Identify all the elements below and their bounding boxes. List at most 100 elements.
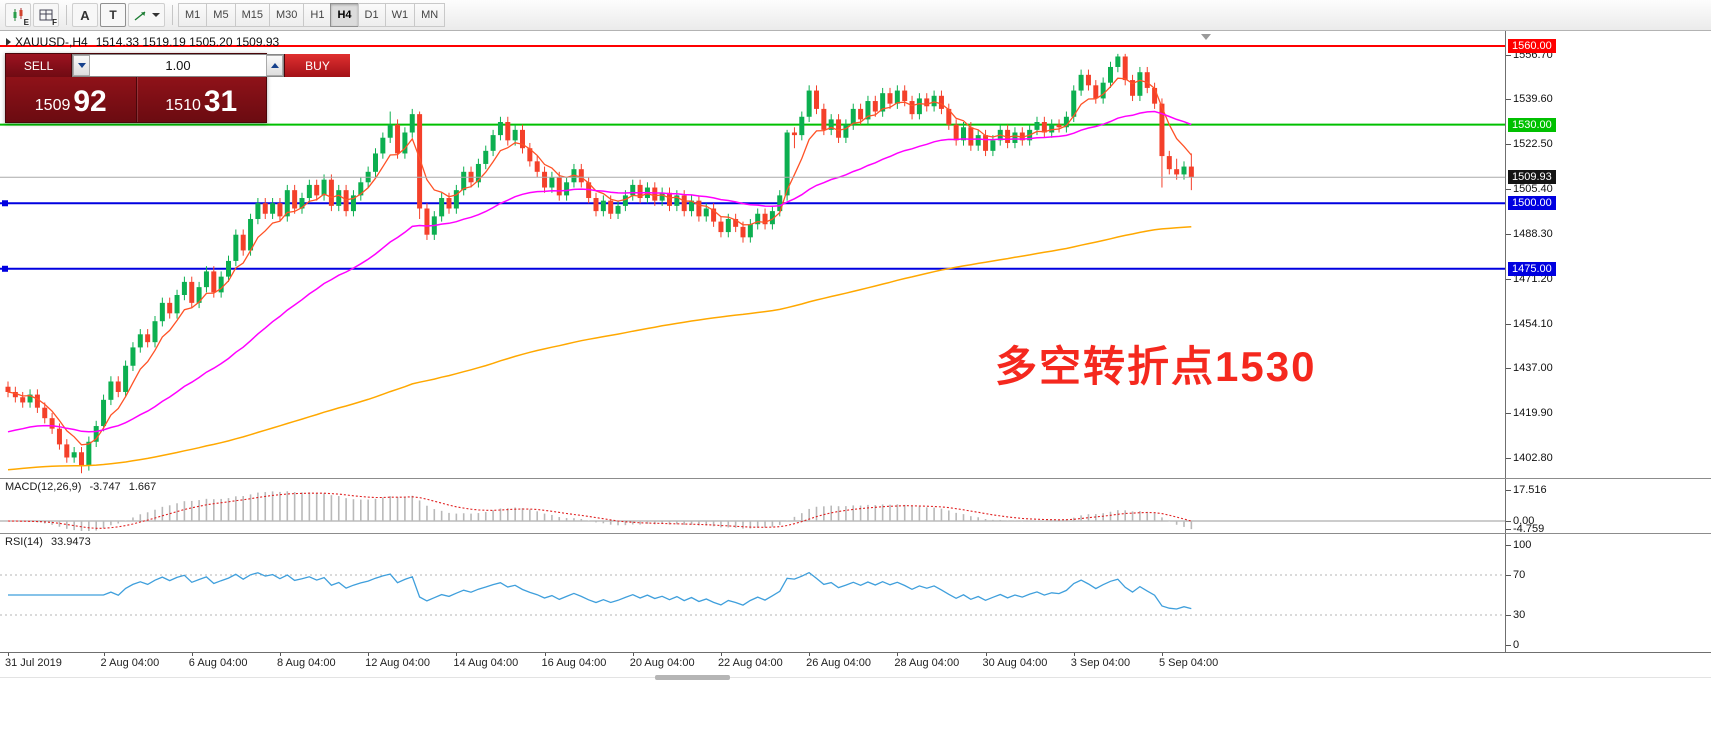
date-axis-label: 20 Aug 04:00 [629, 657, 695, 669]
panel-separator[interactable] [0, 478, 1711, 479]
collapse-arrow-icon[interactable] [6, 38, 11, 46]
timeframe-button-mn[interactable]: MN [414, 3, 446, 27]
rsi-axis-label: 70 [1513, 569, 1526, 581]
axis-tick-mark [1506, 575, 1511, 576]
date-axis-label: 14 Aug 04:00 [453, 657, 519, 669]
rsi-axis-label: 100 [1513, 539, 1532, 551]
price-axis-badge[interactable]: 1500.00 [1508, 196, 1556, 211]
expert-chart-button[interactable]: E [5, 3, 31, 27]
timeframe-button-h4[interactable]: H4 [330, 3, 359, 27]
buy-button[interactable]: BUY [284, 54, 350, 77]
trendline-icon [134, 10, 146, 21]
macd-signal-value: 1.667 [128, 481, 157, 493]
moving-averages-layer [7, 77, 1192, 471]
toolbar-separator [66, 5, 67, 25]
macd-axis-label: -4.759 [1513, 523, 1545, 536]
volume-input[interactable] [90, 55, 266, 76]
date-tick-mark [720, 653, 722, 656]
axis-tick-mark [1506, 529, 1511, 531]
timeframe-button-w1[interactable]: W1 [384, 3, 416, 27]
draw-tools-button[interactable] [128, 3, 165, 27]
toolbar-separator [172, 5, 173, 25]
date-axis-label: 3 Sep 04:00 [1070, 657, 1131, 669]
rsi-panel[interactable]: RSI(14) 33.9473 [0, 534, 1505, 652]
rsi-axis-label: 30 [1513, 609, 1526, 621]
volume-box [72, 54, 284, 77]
date-axis-label: 6 Aug 04:00 [188, 657, 248, 669]
volume-increase-button[interactable] [266, 55, 283, 76]
buy-price-pips: 31 [203, 85, 238, 118]
main-chart-panel[interactable]: XAUUSD-,H4 1514.33 1519.19 1505.20 1509.… [0, 31, 1505, 478]
line-handle[interactable] [2, 200, 8, 207]
date-tick-mark [191, 653, 193, 656]
date-tick-mark [456, 653, 458, 656]
timeframe-button-m15[interactable]: M15 [234, 3, 270, 27]
axis-tick-mark [1506, 458, 1511, 460]
price-axis-label: 1454.10 [1513, 317, 1553, 330]
toolbar: E F A T M1 M5 M15 M30 H1 H4 D1 W1 MN [0, 0, 1711, 31]
axis-tick-mark [1506, 615, 1511, 616]
axis-tick-mark [1506, 189, 1511, 191]
date-axis[interactable]: 31 Jul 2019 2 Aug 04:00 6 Aug 04:00 8 Aug 0… [0, 652, 1711, 671]
price-axis-badge[interactable]: 1475.00 [1508, 261, 1556, 276]
horizontal-scrollbar-thumb[interactable] [655, 675, 730, 680]
price-divider [135, 77, 137, 122]
date-axis-label: 12 Aug 04:00 [365, 657, 430, 669]
date-tick-mark [368, 653, 370, 656]
macd-axis-label: 0.00 [1513, 515, 1535, 527]
price-axis-label: 1505.40 [1513, 183, 1553, 196]
timeframe-button-m30[interactable]: M30 [268, 3, 305, 27]
axis-tick-mark [1506, 545, 1511, 546]
autoscroll-marker-icon[interactable] [1201, 34, 1211, 40]
price-axis-badge[interactable]: 1530.00 [1508, 117, 1556, 132]
candles-layer [5, 53, 1194, 474]
buy-price-main: 1510 [165, 97, 201, 114]
cursor-tool-button[interactable]: A [72, 3, 98, 27]
chevron-down-icon [152, 13, 160, 17]
rsi-canvas [0, 571, 1505, 616]
line-handle[interactable] [2, 265, 8, 272]
sell-price[interactable]: 1509 92 [6, 77, 136, 122]
buy-price[interactable]: 1510 31 [137, 77, 267, 122]
icon-sub-label: E [23, 18, 29, 27]
axis-tick-mark [1506, 489, 1511, 491]
axis-tick-mark [1506, 368, 1511, 370]
symbol-label: XAUUSD-,H4 [15, 35, 88, 49]
date-tick-mark [103, 653, 105, 656]
date-tick-mark [1161, 653, 1163, 656]
price-axis-badge[interactable]: 1560.00 [1508, 39, 1556, 53]
price-axis[interactable]: 1556.70 1539.60 1522.50 1505.40 1488.30 1471.… [1505, 31, 1711, 652]
horizontal-scrollbar-track[interactable] [0, 677, 1711, 678]
axis-tick-mark [1506, 54, 1511, 56]
date-tick-mark [544, 653, 546, 656]
one-click-trade-panel: SELL BUY 1509 92 1510 31 [5, 53, 350, 123]
arrow-down-icon [77, 63, 86, 68]
timeframe-button-h1[interactable]: H1 [303, 3, 332, 27]
macd-label: MACD(12,26,9) [5, 481, 82, 493]
rsi-axis-label: 0 [1513, 639, 1520, 651]
macd-panel[interactable]: MACD(12,26,9) -3.747 1.667 [0, 479, 1505, 533]
trade-controls-row: SELL BUY [6, 54, 350, 77]
date-axis-label: 5 Sep 04:00 [1158, 657, 1219, 669]
hlines-layer [0, 45, 1505, 272]
trade-prices-row: 1509 92 1510 31 [6, 77, 266, 122]
ohlc-values: 1514.33 1519.19 1505.20 1509.93 [95, 35, 280, 49]
rsi-label: RSI(14) [5, 536, 43, 548]
date-axis-label: 30 Aug 04:00 [982, 657, 1048, 669]
panel-separator[interactable] [0, 533, 1711, 534]
date-axis-label: 22 Aug 04:00 [717, 657, 783, 669]
date-axis-label: 2 Aug 04:00 [100, 657, 160, 669]
price-axis-label: 1539.60 [1513, 93, 1553, 106]
arrow-up-icon [270, 63, 279, 68]
date-axis-label: 8 Aug 04:00 [276, 657, 336, 669]
volume-decrease-button[interactable] [73, 55, 90, 76]
timeframe-button-m5[interactable]: M5 [206, 3, 236, 27]
chart-header: XAUUSD-,H4 1514.33 1519.19 1505.20 1509.… [6, 35, 279, 49]
timeframe-button-m1[interactable]: M1 [178, 3, 208, 27]
timeframe-button-d1[interactable]: D1 [357, 3, 386, 27]
sell-button[interactable]: SELL [6, 54, 72, 77]
text-tool-button[interactable]: T [100, 3, 126, 27]
main-chart-canvas[interactable] [0, 31, 1505, 478]
data-grid-button[interactable]: F [33, 3, 59, 27]
